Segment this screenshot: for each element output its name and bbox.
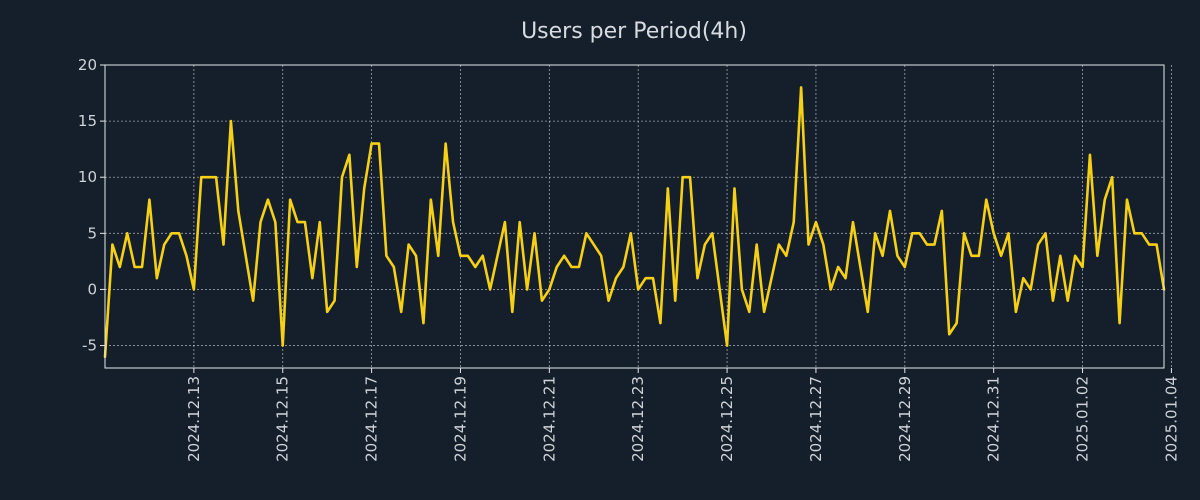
y-tick-label: 10 (78, 168, 97, 186)
x-tick-label: 2024.12.27 (807, 376, 825, 462)
x-tick-label: 2024.12.29 (896, 376, 914, 462)
x-tick-label: 2024.12.23 (629, 376, 647, 462)
x-tick-label: 2024.12.15 (274, 376, 292, 462)
y-tick-label: -5 (82, 337, 97, 355)
grid (105, 64, 1172, 368)
y-tick-label: 0 (87, 280, 97, 298)
x-tick-label: 2024.12.17 (363, 376, 381, 462)
x-tick-label: 2024.12.31 (985, 376, 1003, 462)
x-tick-label: 2025.01.04 (1162, 376, 1180, 462)
axis-ticks: -5 0 5 10 15 20 2024.12.13 2024.12.15 2024.12.17… (78, 56, 1180, 462)
x-tick-label: 2024.12.21 (540, 376, 558, 462)
y-tick-label: 5 (87, 224, 97, 242)
y-tick-label: 15 (78, 112, 97, 130)
x-tick-label: 2024.12.25 (718, 376, 736, 462)
x-tick-label: 2025.01.02 (1074, 376, 1092, 462)
axes-frame (104, 64, 1165, 369)
series-line-users (103, 86, 1166, 359)
x-tick-label: 2024.12.13 (185, 376, 203, 462)
plot-area (103, 86, 1166, 359)
chart-title: Users per Period(4h) (521, 19, 747, 44)
y-tick-label: 20 (78, 56, 97, 74)
x-tick-label: 2024.12.19 (451, 376, 469, 462)
